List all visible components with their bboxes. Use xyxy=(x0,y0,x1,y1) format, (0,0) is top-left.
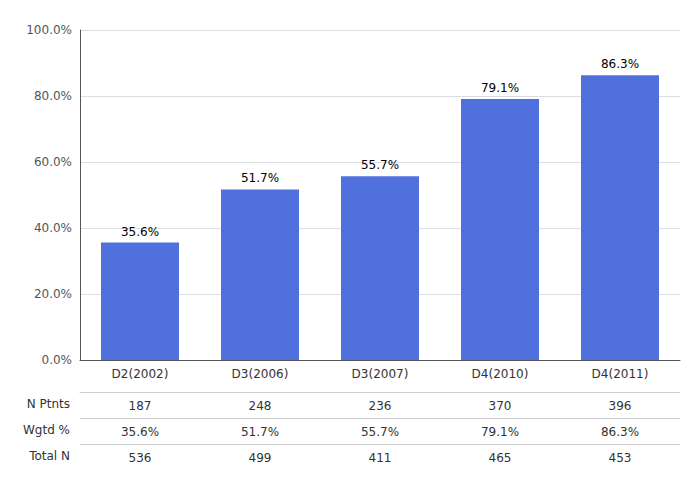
svg-text:465: 465 xyxy=(489,451,512,465)
svg-text:35.6%: 35.6% xyxy=(121,225,159,239)
svg-text:499: 499 xyxy=(249,451,272,465)
svg-text:86.3%: 86.3% xyxy=(601,425,639,439)
svg-text:396: 396 xyxy=(609,399,632,413)
svg-text:411: 411 xyxy=(369,451,392,465)
svg-text:35.6%: 35.6% xyxy=(121,425,159,439)
svg-text:100.0%: 100.0% xyxy=(26,23,72,37)
svg-text:55.7%: 55.7% xyxy=(361,425,399,439)
svg-text:51.7%: 51.7% xyxy=(241,171,279,185)
svg-text:79.1%: 79.1% xyxy=(481,81,519,95)
svg-text:20.0%: 20.0% xyxy=(34,287,72,301)
svg-text:79.1%: 79.1% xyxy=(481,425,519,439)
svg-text:D4(2010): D4(2010) xyxy=(472,367,529,381)
svg-text:51.7%: 51.7% xyxy=(241,425,279,439)
svg-text:248: 248 xyxy=(249,399,272,413)
svg-text:55.7%: 55.7% xyxy=(361,158,399,172)
svg-text:D4(2011): D4(2011) xyxy=(592,367,649,381)
svg-text:Total N: Total N xyxy=(28,449,70,463)
svg-text:60.0%: 60.0% xyxy=(34,155,72,169)
svg-text:0.0%: 0.0% xyxy=(42,353,73,367)
svg-text:Wgtd %: Wgtd % xyxy=(23,423,70,437)
svg-text:187: 187 xyxy=(129,399,152,413)
svg-text:236: 236 xyxy=(369,399,392,413)
svg-text:D3(2006): D3(2006) xyxy=(232,367,289,381)
svg-text:86.3%: 86.3% xyxy=(601,57,639,71)
svg-text:D2(2002): D2(2002) xyxy=(112,367,169,381)
svg-text:40.0%: 40.0% xyxy=(34,221,72,235)
svg-text:453: 453 xyxy=(609,451,632,465)
svg-text:N Ptnts: N Ptnts xyxy=(27,397,70,411)
svg-text:D3(2007): D3(2007) xyxy=(352,367,409,381)
svg-text:370: 370 xyxy=(489,399,512,413)
svg-text:80.0%: 80.0% xyxy=(34,89,72,103)
svg-text:536: 536 xyxy=(129,451,152,465)
